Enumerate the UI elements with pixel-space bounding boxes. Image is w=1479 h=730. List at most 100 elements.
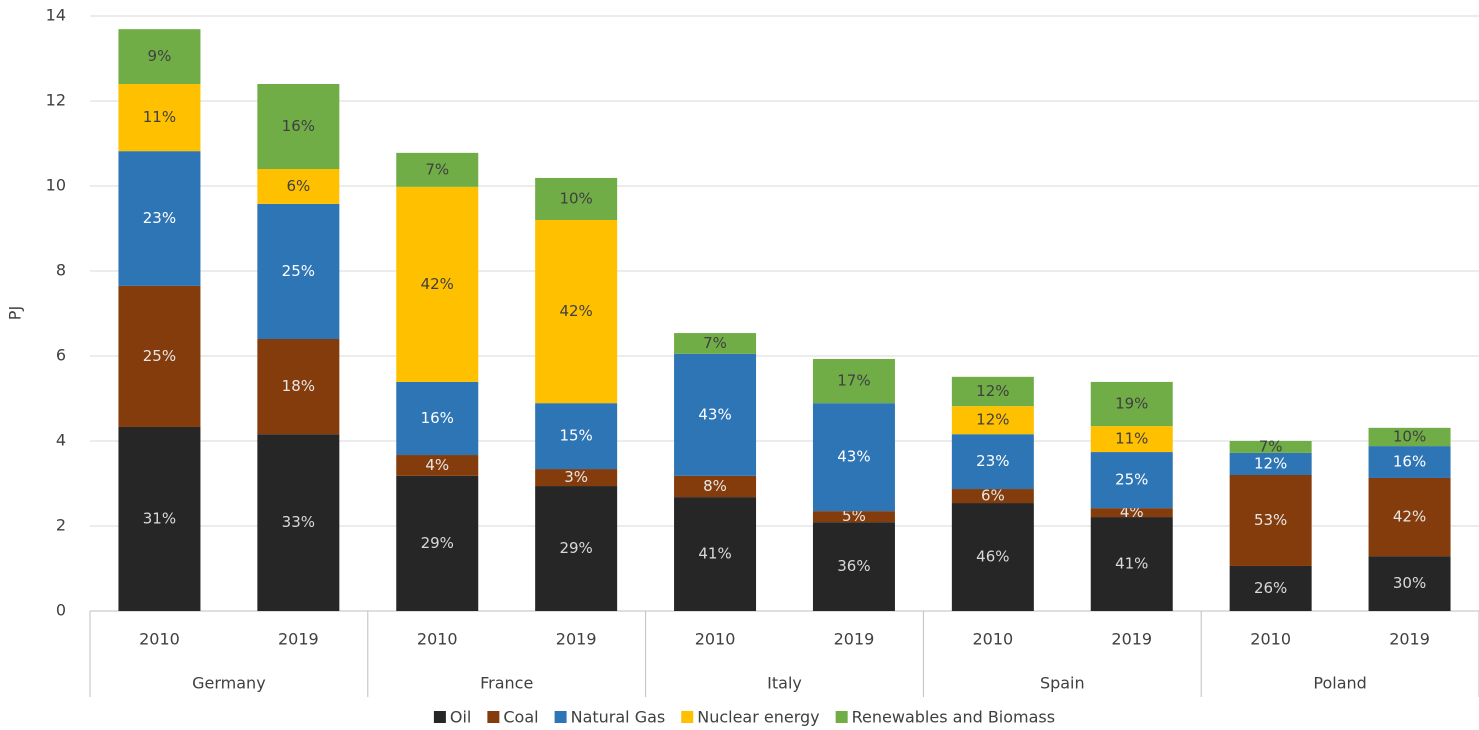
data-label: 12% <box>976 382 1009 400</box>
bar-segment <box>535 403 618 470</box>
data-label: 17% <box>837 372 870 390</box>
y-tick-label: 8 <box>56 261 66 280</box>
data-label: 7% <box>425 160 449 178</box>
bar-segment <box>257 434 340 611</box>
bar-segment <box>535 220 618 404</box>
data-label: 12% <box>1254 454 1287 472</box>
bar-segment <box>535 469 618 487</box>
data-label: 10% <box>1393 427 1426 445</box>
y-axis-label: PJ <box>6 306 25 320</box>
bar-segment <box>396 475 479 611</box>
data-label: 3% <box>564 468 588 486</box>
bar-segment <box>1229 441 1312 453</box>
legend-swatch <box>433 711 446 723</box>
bar-segment <box>951 489 1034 504</box>
bar-segment <box>396 455 479 476</box>
bar-segment <box>951 503 1034 611</box>
data-label: 12% <box>976 411 1009 429</box>
group-label: Spain <box>1040 674 1085 693</box>
legend-swatch <box>487 711 500 723</box>
data-label: 9% <box>148 47 172 65</box>
group-label: Germany <box>192 674 266 693</box>
x-tick-label: 2010 <box>972 630 1013 649</box>
bar-segment <box>535 486 618 611</box>
data-label: 43% <box>698 405 731 423</box>
bar-segment <box>1229 475 1312 566</box>
x-tick-label: 2019 <box>834 630 875 649</box>
bar-segment <box>396 186 479 382</box>
bar-segment <box>674 475 757 498</box>
legend-label: Renewables and Biomass <box>852 708 1055 727</box>
bar-segment <box>1090 508 1173 518</box>
data-label: 42% <box>421 275 454 293</box>
bar-segment <box>951 406 1034 435</box>
bar-segment <box>396 152 479 187</box>
data-label: 6% <box>286 177 310 195</box>
data-label: 10% <box>559 189 592 207</box>
y-tick-label: 0 <box>56 601 66 620</box>
y-tick-label: 14 <box>46 6 66 25</box>
data-label: 11% <box>143 108 176 126</box>
data-label: 11% <box>1115 430 1148 448</box>
data-label: 25% <box>282 262 315 280</box>
data-label: 6% <box>981 487 1005 505</box>
data-label: 46% <box>976 548 1009 566</box>
y-tick-label: 10 <box>46 176 66 195</box>
x-tick-label: 2010 <box>417 630 458 649</box>
bar-segment <box>396 381 479 456</box>
y-tick-label: 6 <box>56 346 66 365</box>
data-label: 33% <box>282 513 315 531</box>
data-label: 5% <box>842 507 866 525</box>
data-label: 18% <box>282 377 315 395</box>
data-label: 41% <box>698 545 731 563</box>
data-label: 42% <box>1393 508 1426 526</box>
bar-segment <box>118 84 201 152</box>
data-label: 8% <box>703 477 727 495</box>
x-tick-label: 2010 <box>139 630 180 649</box>
legend-swatch <box>835 711 848 723</box>
bar-segment <box>257 169 340 204</box>
legend-label: Coal <box>503 708 538 727</box>
bar-segment <box>257 84 340 169</box>
x-tick-label: 2010 <box>695 630 736 649</box>
bar-segment <box>812 403 895 512</box>
data-label: 26% <box>1254 579 1287 597</box>
data-label: 23% <box>976 452 1009 470</box>
bar-segment <box>1090 517 1173 611</box>
bar-segment <box>1090 381 1173 427</box>
bar-segment <box>812 522 895 611</box>
bar-segment <box>118 285 201 427</box>
legend-swatch <box>681 711 694 723</box>
data-label: 29% <box>421 534 454 552</box>
y-tick-label: 2 <box>56 516 66 535</box>
data-label: 7% <box>703 334 727 352</box>
bar-segment <box>812 358 895 404</box>
data-label: 7% <box>1259 437 1283 455</box>
data-label: 36% <box>837 557 870 575</box>
bar-segment <box>118 426 201 611</box>
bar-segment <box>812 511 895 523</box>
bar-segment <box>257 339 340 435</box>
data-label: 16% <box>282 117 315 135</box>
legend-swatch <box>554 711 567 723</box>
bar-segment <box>1229 565 1312 611</box>
data-label: 16% <box>421 409 454 427</box>
bar-segment <box>951 434 1034 490</box>
bar-segment <box>1368 477 1451 557</box>
bar-segment <box>1090 426 1173 453</box>
legend-label: Natural Gas <box>571 708 666 727</box>
bar-segment <box>257 203 340 339</box>
y-tick-label: 4 <box>56 431 66 450</box>
bar-segment <box>1368 556 1451 611</box>
bar-segment <box>1090 452 1173 509</box>
x-tick-label: 2019 <box>1389 630 1430 649</box>
data-label: 23% <box>143 209 176 227</box>
bar-segment <box>535 177 618 220</box>
data-label: 15% <box>559 427 592 445</box>
bar-segment <box>1368 446 1451 478</box>
bar-segment <box>118 29 201 84</box>
group-label: Italy <box>767 674 802 693</box>
x-tick-label: 2019 <box>556 630 597 649</box>
legend-label: Oil <box>450 708 471 727</box>
